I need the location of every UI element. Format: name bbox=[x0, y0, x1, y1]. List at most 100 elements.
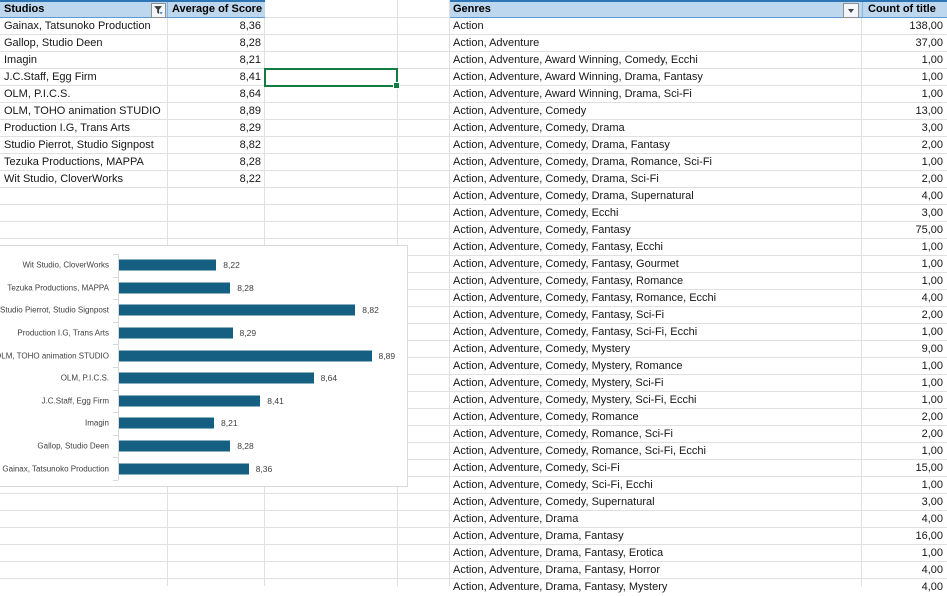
count-cell[interactable]: 1,00 bbox=[921, 275, 943, 287]
count-cell[interactable]: 1,00 bbox=[921, 479, 943, 491]
genres-header-cell[interactable]: Genres bbox=[453, 3, 491, 15]
count-cell[interactable]: 3,00 bbox=[921, 207, 943, 219]
genre-cell[interactable]: Action, Adventure, Comedy, Fantasy, Roma… bbox=[453, 275, 684, 287]
count-cell[interactable]: 1,00 bbox=[921, 156, 943, 168]
count-cell[interactable]: 9,00 bbox=[921, 343, 943, 355]
count-cell[interactable]: 1,00 bbox=[921, 54, 943, 66]
count-cell[interactable]: 4,00 bbox=[921, 581, 943, 593]
score-cell[interactable]: 8,22 bbox=[239, 173, 261, 185]
genre-cell[interactable]: Action, Adventure, Comedy, Mystery bbox=[453, 343, 631, 355]
count-cell[interactable]: 13,00 bbox=[915, 105, 943, 117]
studio-cell[interactable]: OLM, TOHO animation STUDIO bbox=[4, 105, 161, 117]
genre-cell[interactable]: Action, Adventure, Comedy, Mystery, Roma… bbox=[453, 360, 683, 372]
count-cell[interactable]: 2,00 bbox=[921, 173, 943, 185]
genre-cell[interactable]: Action, Adventure, Comedy, Drama, Fantas… bbox=[453, 139, 670, 151]
count-cell[interactable]: 4,00 bbox=[921, 513, 943, 525]
genre-cell[interactable]: Action bbox=[453, 20, 484, 32]
score-cell[interactable]: 8,41 bbox=[239, 71, 261, 83]
genre-cell[interactable]: Action, Adventure, Comedy, Fantasy, Sci-… bbox=[453, 326, 698, 338]
genre-cell[interactable]: Action, Adventure, Comedy, Drama, Sci-Fi bbox=[453, 173, 659, 185]
chart-bar[interactable] bbox=[119, 304, 356, 316]
studios-header-cell[interactable]: Studios bbox=[4, 3, 45, 15]
count-cell[interactable]: 1,00 bbox=[921, 394, 943, 406]
count-cell[interactable]: 16,00 bbox=[915, 530, 943, 542]
count-cell[interactable]: 3,00 bbox=[921, 122, 943, 134]
count-cell[interactable]: 2,00 bbox=[921, 428, 943, 440]
genre-cell[interactable]: Action, Adventure, Drama bbox=[453, 513, 579, 525]
chart-bar[interactable] bbox=[119, 440, 231, 452]
genre-cell[interactable]: Action, Adventure, Comedy bbox=[453, 105, 587, 117]
chart-bar[interactable] bbox=[119, 372, 314, 384]
count-of-title-header-cell[interactable]: Count of title bbox=[868, 3, 936, 15]
genre-cell[interactable]: Action, Adventure, Comedy, Drama bbox=[453, 122, 625, 134]
genre-cell[interactable]: Action, Adventure, Comedy, Romance, Sci-… bbox=[453, 428, 673, 440]
studio-score-bar-chart[interactable]: Wit Studio, CloverWorks 8,22 Tezuka Produc… bbox=[0, 245, 408, 487]
studio-cell[interactable]: Studio Pierrot, Studio Signpost bbox=[4, 139, 154, 151]
count-cell[interactable]: 1,00 bbox=[921, 88, 943, 100]
genre-cell[interactable]: Action, Adventure, Comedy, Sci-Fi, Ecchi bbox=[453, 479, 653, 491]
count-cell[interactable]: 2,00 bbox=[921, 309, 943, 321]
studio-cell[interactable]: Production I.G, Trans Arts bbox=[4, 122, 130, 134]
count-cell[interactable]: 1,00 bbox=[921, 241, 943, 253]
genre-cell[interactable]: Action, Adventure, Comedy, Fantasy, Gour… bbox=[453, 258, 679, 270]
count-cell[interactable]: 1,00 bbox=[921, 326, 943, 338]
count-cell[interactable]: 1,00 bbox=[921, 445, 943, 457]
chart-bar[interactable] bbox=[119, 463, 249, 475]
count-cell[interactable]: 138,00 bbox=[909, 20, 943, 32]
count-cell[interactable]: 1,00 bbox=[921, 71, 943, 83]
studio-cell[interactable]: Gallop, Studio Deen bbox=[4, 37, 103, 49]
genre-cell[interactable]: Action, Adventure, Comedy, Romance, Sci-… bbox=[453, 445, 706, 457]
count-cell[interactable]: 1,00 bbox=[921, 360, 943, 372]
genre-cell[interactable]: Action, Adventure, Comedy, Sci-Fi bbox=[453, 462, 620, 474]
genres-filter-button[interactable] bbox=[843, 3, 859, 18]
count-cell[interactable]: 2,00 bbox=[921, 139, 943, 151]
count-cell[interactable]: 1,00 bbox=[921, 547, 943, 559]
count-cell[interactable]: 1,00 bbox=[921, 377, 943, 389]
chart-bar[interactable] bbox=[119, 350, 372, 362]
genre-cell[interactable]: Action, Adventure, Award Winning, Comedy… bbox=[453, 54, 698, 66]
count-cell[interactable]: 4,00 bbox=[921, 190, 943, 202]
genre-cell[interactable]: Action, Adventure, Comedy, Mystery, Sci-… bbox=[453, 377, 664, 389]
genre-cell[interactable]: Action, Adventure, Award Winning, Drama,… bbox=[453, 88, 692, 100]
count-cell[interactable]: 4,00 bbox=[921, 292, 943, 304]
fill-handle[interactable] bbox=[393, 82, 400, 89]
studios-filter-button[interactable] bbox=[151, 3, 166, 18]
genre-cell[interactable]: Action, Adventure, Award Winning, Drama,… bbox=[453, 71, 703, 83]
genre-cell[interactable]: Action, Adventure, Comedy, Ecchi bbox=[453, 207, 619, 219]
chart-bar[interactable] bbox=[119, 395, 261, 407]
studio-cell[interactable]: Wit Studio, CloverWorks bbox=[4, 173, 123, 185]
count-cell[interactable]: 3,00 bbox=[921, 496, 943, 508]
genre-cell[interactable]: Action, Adventure, Comedy, Mystery, Sci-… bbox=[453, 394, 697, 406]
genre-cell[interactable]: Action, Adventure, Comedy, Fantasy, Sci-… bbox=[453, 309, 665, 321]
genre-cell[interactable]: Action, Adventure, Comedy, Fantasy bbox=[453, 224, 631, 236]
count-cell[interactable]: 15,00 bbox=[915, 462, 943, 474]
score-cell[interactable]: 8,28 bbox=[239, 37, 261, 49]
score-cell[interactable]: 8,29 bbox=[239, 122, 261, 134]
genre-cell[interactable]: Action, Adventure, Comedy, Supernatural bbox=[453, 496, 655, 508]
genre-cell[interactable]: Action, Adventure, Drama, Fantasy bbox=[453, 530, 624, 542]
score-cell[interactable]: 8,21 bbox=[239, 54, 261, 66]
genre-cell[interactable]: Action, Adventure, Drama, Fantasy, Eroti… bbox=[453, 547, 664, 559]
studio-cell[interactable]: Gainax, Tatsunoko Production bbox=[4, 20, 151, 32]
count-cell[interactable]: 37,00 bbox=[915, 37, 943, 49]
genre-cell[interactable]: Action, Adventure, Comedy, Romance bbox=[453, 411, 639, 423]
score-cell[interactable]: 8,64 bbox=[239, 88, 261, 100]
studio-cell[interactable]: OLM, P.I.C.S. bbox=[4, 88, 71, 100]
genre-cell[interactable]: Action, Adventure, Drama, Fantasy, Myste… bbox=[453, 581, 668, 593]
genre-cell[interactable]: Action, Adventure, Drama, Fantasy, Horro… bbox=[453, 564, 661, 576]
score-cell[interactable]: 8,36 bbox=[239, 20, 261, 32]
score-cell[interactable]: 8,82 bbox=[239, 139, 261, 151]
chart-bar[interactable] bbox=[119, 282, 231, 294]
average-score-header-cell[interactable]: Average of Score bbox=[172, 3, 263, 15]
genre-cell[interactable]: Action, Adventure, Comedy, Drama, Supern… bbox=[453, 190, 694, 202]
count-cell[interactable]: 4,00 bbox=[921, 564, 943, 576]
count-cell[interactable]: 1,00 bbox=[921, 258, 943, 270]
score-cell[interactable]: 8,89 bbox=[239, 105, 261, 117]
chart-bar[interactable] bbox=[119, 259, 217, 271]
chart-bar[interactable] bbox=[119, 327, 233, 339]
score-cell[interactable]: 8,28 bbox=[239, 156, 261, 168]
count-cell[interactable]: 2,00 bbox=[921, 411, 943, 423]
chart-bar[interactable] bbox=[119, 417, 214, 429]
studio-cell[interactable]: J.C.Staff, Egg Firm bbox=[4, 71, 97, 83]
genre-cell[interactable]: Action, Adventure, Comedy, Fantasy, Roma… bbox=[453, 292, 717, 304]
